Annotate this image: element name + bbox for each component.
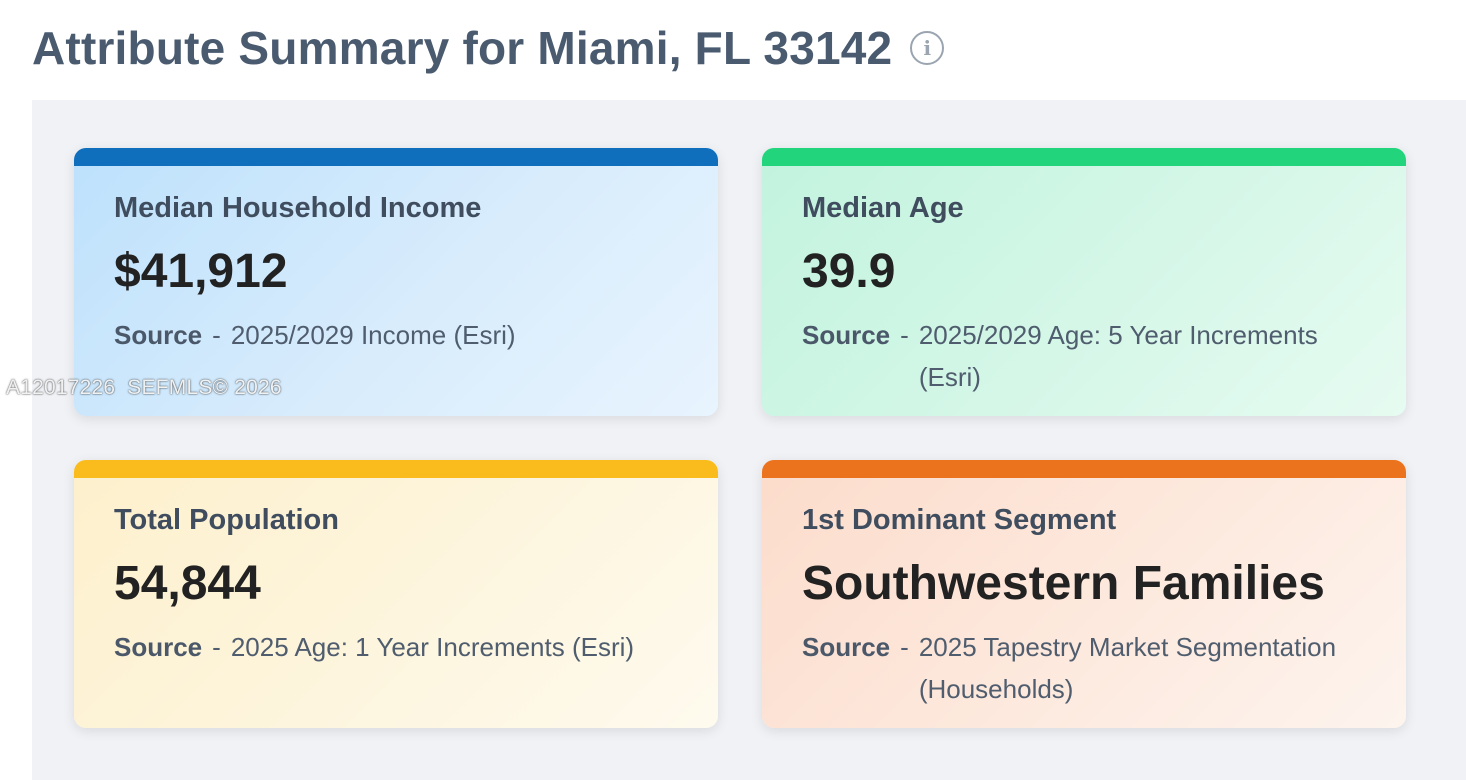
population-card-source: Source - 2025 Age: 1 Year Increments (Es… — [114, 626, 688, 668]
segment-card-label: 1st Dominant Segment — [802, 504, 1117, 536]
header: Attribute Summary for Miami, FL 33142 i — [32, 18, 945, 78]
source-text: 2025 Age: 1 Year Increments (Esri) — [230, 632, 635, 662]
source-label: Source — [802, 632, 891, 662]
income-card-body: Median Household Income $41,912 Source -… — [114, 188, 688, 356]
source-separator: - — [212, 320, 221, 350]
source-separator: - — [212, 632, 221, 662]
page-title: Attribute Summary for Miami, FL 33142 — [32, 22, 893, 74]
age-card-value: 39.9 — [802, 245, 896, 298]
source-label: Source — [114, 632, 203, 662]
age-card-accent-bar — [762, 148, 1406, 166]
info-icon[interactable]: i — [910, 31, 945, 65]
income-card: Median Household Income $41,912 Source -… — [74, 148, 718, 416]
segment-card-body: 1st Dominant Segment Southwestern Famili… — [802, 500, 1376, 710]
source-text: 2025/2029 Income (Esri) — [230, 320, 516, 350]
segment-card-value: Southwestern Families — [802, 557, 1325, 610]
age-card: Median Age 39.9 Source - 2025/2029 Age: … — [762, 148, 1406, 416]
income-card-accent-bar — [74, 148, 718, 166]
source-label: Source — [114, 320, 203, 350]
population-card-value: 54,844 — [114, 557, 261, 610]
income-card-label: Median Household Income — [114, 192, 482, 224]
source-text: 2025 Tapestry Market Segmentation (House… — [918, 632, 1337, 704]
watermark: A12017226 SEFMLS© 2026 — [6, 376, 282, 399]
source-separator: - — [900, 632, 909, 662]
income-card-source: Source - 2025/2029 Income (Esri) — [114, 314, 688, 356]
source-separator: - — [900, 320, 909, 350]
source-text: 2025/2029 Age: 5 Year Increments (Esri) — [918, 320, 1318, 392]
population-card-accent-bar — [74, 460, 718, 478]
segment-card-accent-bar — [762, 460, 1406, 478]
age-card-source: Source - 2025/2029 Age: 5 Year Increment… — [802, 314, 1376, 398]
population-card-body: Total Population 54,844 Source - 2025 Ag… — [114, 500, 688, 668]
segment-card-source: Source - 2025 Tapestry Market Segmentati… — [802, 626, 1376, 710]
population-card-label: Total Population — [114, 504, 339, 536]
summary-panel: Median Household Income $41,912 Source -… — [32, 100, 1466, 780]
segment-card: 1st Dominant Segment Southwestern Famili… — [762, 460, 1406, 728]
income-card-value: $41,912 — [114, 245, 288, 298]
population-card: Total Population 54,844 Source - 2025 Ag… — [74, 460, 718, 728]
source-label: Source — [802, 320, 891, 350]
age-card-label: Median Age — [802, 192, 964, 224]
age-card-body: Median Age 39.9 Source - 2025/2029 Age: … — [802, 188, 1376, 398]
